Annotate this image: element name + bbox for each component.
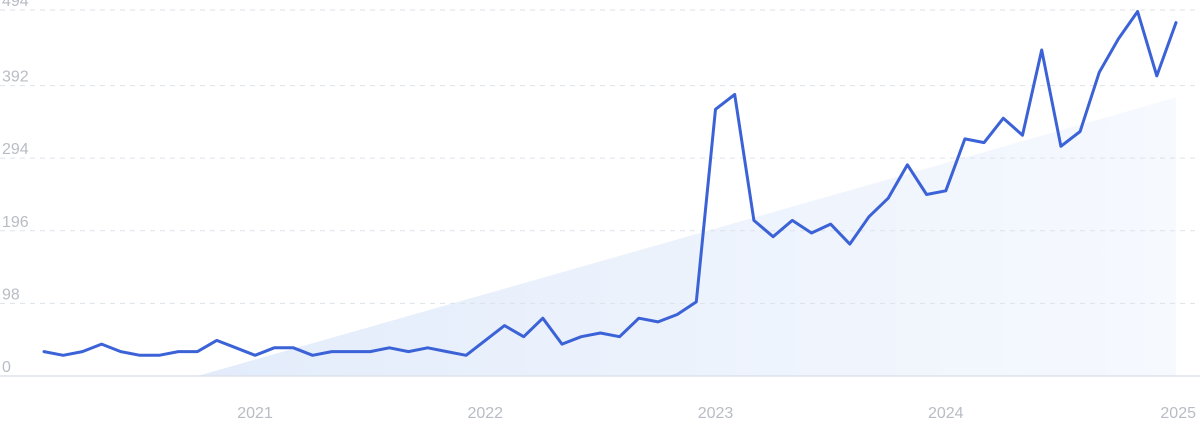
x-tick-label: 2022 — [467, 405, 503, 422]
trend-area — [197, 97, 1177, 376]
trend-area-layer — [197, 97, 1177, 376]
x-tick-label: 2021 — [237, 405, 273, 422]
series-line — [42, 10, 1178, 357]
y-tick-label: 494 — [2, 0, 29, 10]
y-axis: 0 98 196 294 392 494 — [2, 0, 29, 376]
y-tick-label: 0 — [2, 359, 11, 376]
x-tick-label: 2024 — [928, 405, 964, 422]
x-tick-label: 2025 — [1160, 405, 1196, 422]
y-tick-label: 392 — [2, 69, 29, 86]
x-axis: 2021 2022 2023 2024 2025 — [237, 405, 1196, 422]
series-layer — [42, 10, 1178, 357]
gridlines — [0, 9, 1200, 377]
y-tick-label: 98 — [2, 286, 20, 303]
y-tick-label: 196 — [2, 214, 29, 231]
x-tick-label: 2023 — [698, 405, 734, 422]
y-tick-label: 294 — [2, 141, 29, 158]
